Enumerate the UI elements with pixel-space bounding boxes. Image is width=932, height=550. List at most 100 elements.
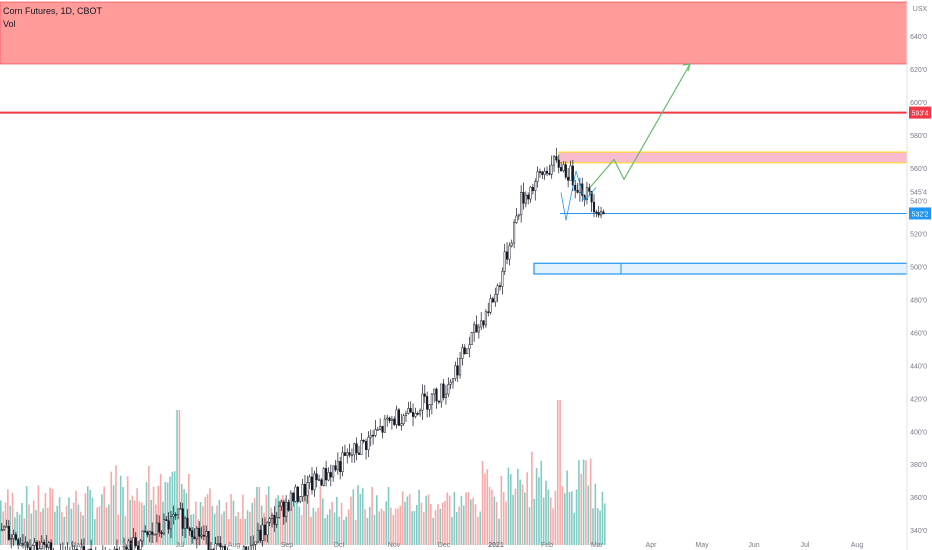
volume-bar: [14, 517, 16, 545]
volume-bar: [51, 489, 54, 545]
volume-bar: [284, 498, 286, 545]
volume-bar: [397, 508, 399, 545]
projection-path[interactable]: [589, 63, 691, 188]
volume-bar: [42, 508, 44, 545]
volume-bar: [122, 487, 124, 545]
price-tick-label: 400'0: [910, 429, 927, 436]
resistance-zone[interactable]: [0, 1, 908, 65]
candle-body: [313, 473, 316, 491]
candle-body: [480, 320, 483, 328]
candle-body: [562, 164, 565, 172]
candle-body: [494, 294, 497, 303]
volume-bar: [566, 470, 568, 545]
volume-bar: [54, 511, 56, 545]
candle-body: [0, 529, 3, 532]
time-tick-label: Feb: [541, 542, 553, 549]
volume-bar: [575, 489, 578, 545]
volume-bar: [188, 473, 190, 545]
candle-body: [33, 541, 36, 546]
pattern-line[interactable]: [560, 170, 597, 221]
volume-bar: [242, 494, 244, 545]
time-tick-label: 2021: [488, 542, 504, 549]
volume-bar: [477, 516, 479, 545]
volume-bar: [72, 502, 75, 545]
volume-bar: [246, 510, 249, 545]
volume-bar: [413, 511, 416, 545]
volume-bar: [354, 519, 357, 545]
volume-bar: [488, 486, 491, 545]
volume-bar: [460, 495, 463, 545]
volume-bar: [521, 484, 524, 545]
volume-bar: [509, 474, 512, 545]
candle-body: [259, 529, 262, 541]
projection-arrowhead: [682, 63, 691, 72]
candle-body: [346, 452, 349, 456]
candle-body: [501, 271, 504, 287]
volume-bar: [7, 489, 9, 545]
candle-body: [132, 537, 135, 550]
candle-body: [404, 413, 408, 416]
time-tick-label: Nov: [388, 542, 401, 549]
volume-bar: [376, 495, 378, 545]
candle-body: [360, 440, 363, 455]
candle-body: [242, 546, 245, 550]
volume-bar: [453, 492, 456, 545]
volume-bar: [474, 504, 477, 545]
candle-body: [536, 171, 539, 182]
volume-bar: [526, 472, 528, 545]
candle-body: [261, 524, 264, 541]
volume-bar: [30, 513, 33, 545]
candle-body: [137, 545, 140, 550]
candle-body: [179, 508, 182, 510]
volume-bar: [209, 488, 211, 545]
candle-body: [421, 393, 424, 411]
candle-body: [527, 194, 530, 200]
volume-bar: [465, 492, 467, 545]
volume-bar: [37, 485, 40, 545]
candle-body: [466, 348, 469, 354]
candle-body: [524, 194, 527, 204]
candle-body: [45, 544, 48, 548]
volume-bar: [568, 492, 571, 545]
volume-bar: [470, 499, 472, 545]
demand-zone[interactable]: [533, 262, 908, 275]
volume-bar: [312, 507, 315, 545]
candle-body: [256, 529, 259, 543]
candle-body: [254, 541, 257, 545]
candle-body: [517, 214, 520, 217]
volume-bar: [394, 508, 397, 545]
volume-bar: [11, 492, 14, 545]
candle-body: [332, 465, 335, 478]
volume-bar: [448, 495, 451, 545]
supply-zone[interactable]: [558, 151, 908, 164]
candle-body: [36, 541, 39, 550]
candle-body: [188, 527, 191, 531]
candle-body: [407, 408, 410, 414]
candle-body: [146, 531, 149, 536]
candle-body: [336, 461, 339, 471]
price-tick-label: 440'0: [910, 363, 927, 370]
volume-bar: [587, 485, 590, 545]
candle-body: [423, 393, 426, 397]
price-tag[interactable]: [909, 207, 931, 220]
volume-bar: [230, 494, 232, 545]
volume-bar: [347, 509, 350, 545]
candle-body: [334, 465, 337, 471]
candle-body: [282, 501, 285, 517]
volume-bar: [307, 489, 310, 545]
candle-body: [574, 184, 577, 191]
volume-bar: [531, 451, 533, 545]
price-tag[interactable]: [909, 106, 931, 119]
time-tick-label: Mar: [591, 542, 604, 549]
candle-body: [386, 417, 389, 420]
volume-bar: [115, 465, 117, 545]
volume-bar: [286, 508, 289, 545]
candle-body: [482, 320, 485, 326]
candle-body: [348, 452, 351, 456]
volume-bar: [554, 490, 557, 545]
time-tick-label: May: [695, 542, 709, 549]
candle-body: [600, 211, 603, 216]
candle-body: [557, 159, 560, 168]
volume-bar: [65, 505, 68, 545]
